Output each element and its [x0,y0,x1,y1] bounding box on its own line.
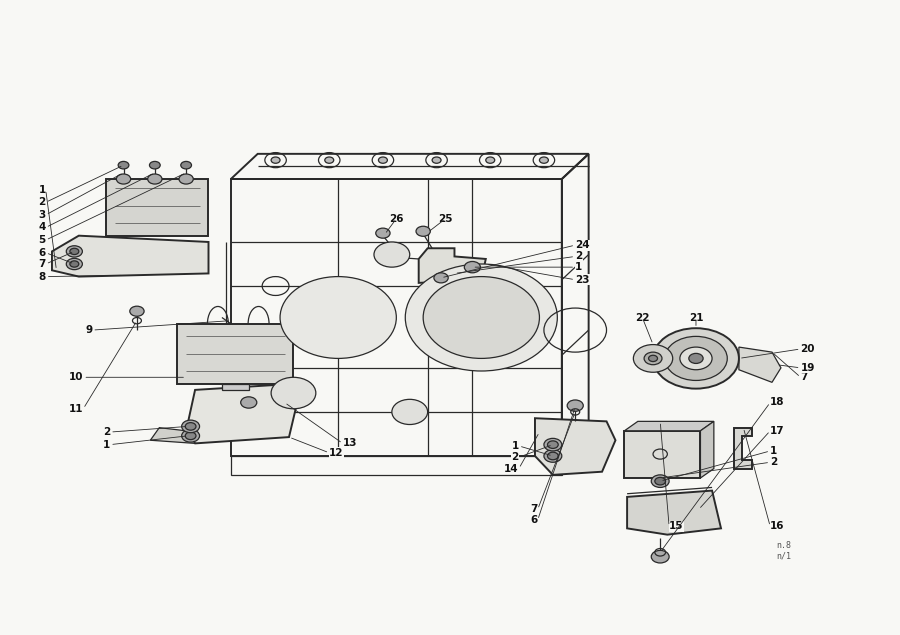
Polygon shape [418,248,486,283]
Text: 10: 10 [68,372,84,382]
Text: 8: 8 [39,272,46,281]
Text: 1: 1 [770,446,778,456]
Text: 21: 21 [688,312,703,323]
Circle shape [405,264,557,371]
Text: 6: 6 [530,515,537,525]
Circle shape [688,354,703,363]
Circle shape [544,450,562,462]
Polygon shape [535,418,616,475]
Circle shape [539,157,548,163]
Text: 4: 4 [39,222,46,232]
Polygon shape [222,384,248,390]
Text: 6: 6 [39,248,46,258]
Text: 2: 2 [511,452,519,462]
Circle shape [434,273,448,283]
Text: 13: 13 [343,438,357,448]
Circle shape [432,157,441,163]
Text: 11: 11 [68,404,84,414]
Text: 2: 2 [39,197,46,207]
Circle shape [182,420,200,432]
Text: 12: 12 [329,448,344,458]
Text: 2: 2 [103,427,110,437]
Text: 1: 1 [511,441,519,451]
Circle shape [271,157,280,163]
Circle shape [416,226,430,236]
Circle shape [376,228,390,238]
Circle shape [652,551,669,563]
Circle shape [148,174,162,184]
Circle shape [634,345,672,372]
Polygon shape [734,427,752,469]
Text: 15: 15 [669,521,684,531]
Polygon shape [625,431,700,478]
Circle shape [655,478,666,485]
Text: 2: 2 [575,251,582,262]
Circle shape [70,261,79,267]
Circle shape [70,248,79,255]
Circle shape [280,277,396,358]
Circle shape [182,429,200,442]
Polygon shape [177,324,293,384]
Circle shape [547,452,558,460]
Polygon shape [739,347,781,382]
Text: 19: 19 [801,363,815,373]
Text: 1: 1 [39,185,46,195]
Text: 7: 7 [801,372,808,382]
Circle shape [116,174,130,184]
Circle shape [680,347,712,370]
Circle shape [423,277,539,358]
Text: n.8
n/1: n.8 n/1 [776,540,791,560]
Text: 20: 20 [801,344,815,354]
Text: 16: 16 [770,521,785,531]
Circle shape [649,355,658,361]
Text: 2: 2 [770,457,778,467]
Circle shape [181,161,192,169]
Text: 25: 25 [438,213,453,224]
Text: 23: 23 [575,275,590,284]
Text: 3: 3 [39,210,46,220]
Text: 1: 1 [103,439,110,450]
Circle shape [240,397,256,408]
Text: 24: 24 [575,240,590,250]
Text: 14: 14 [504,464,519,474]
Polygon shape [52,236,209,277]
Text: 9: 9 [86,325,92,335]
Text: 7: 7 [39,259,46,269]
Circle shape [464,262,481,273]
Circle shape [67,246,83,257]
Circle shape [185,423,196,430]
Polygon shape [627,491,721,535]
Text: 18: 18 [770,398,785,408]
Text: 1: 1 [575,262,582,272]
Circle shape [547,441,558,448]
Text: 5: 5 [39,235,46,245]
Circle shape [67,258,83,270]
Circle shape [185,432,196,439]
Circle shape [271,377,316,409]
Circle shape [179,174,194,184]
Circle shape [392,399,428,425]
Circle shape [652,475,669,488]
Polygon shape [625,422,714,431]
Text: 7: 7 [530,504,537,514]
Polygon shape [150,427,195,443]
Text: 22: 22 [635,312,650,323]
Text: 26: 26 [389,213,403,224]
Polygon shape [105,179,209,236]
Circle shape [374,242,410,267]
Circle shape [567,400,583,411]
Circle shape [486,157,495,163]
Circle shape [378,157,387,163]
Circle shape [130,306,144,316]
Circle shape [544,438,562,451]
Circle shape [653,328,739,389]
Polygon shape [700,422,714,478]
Circle shape [149,161,160,169]
Circle shape [644,352,662,364]
Text: 17: 17 [770,426,785,436]
Circle shape [665,337,727,380]
Circle shape [118,161,129,169]
Circle shape [325,157,334,163]
Polygon shape [186,384,298,443]
